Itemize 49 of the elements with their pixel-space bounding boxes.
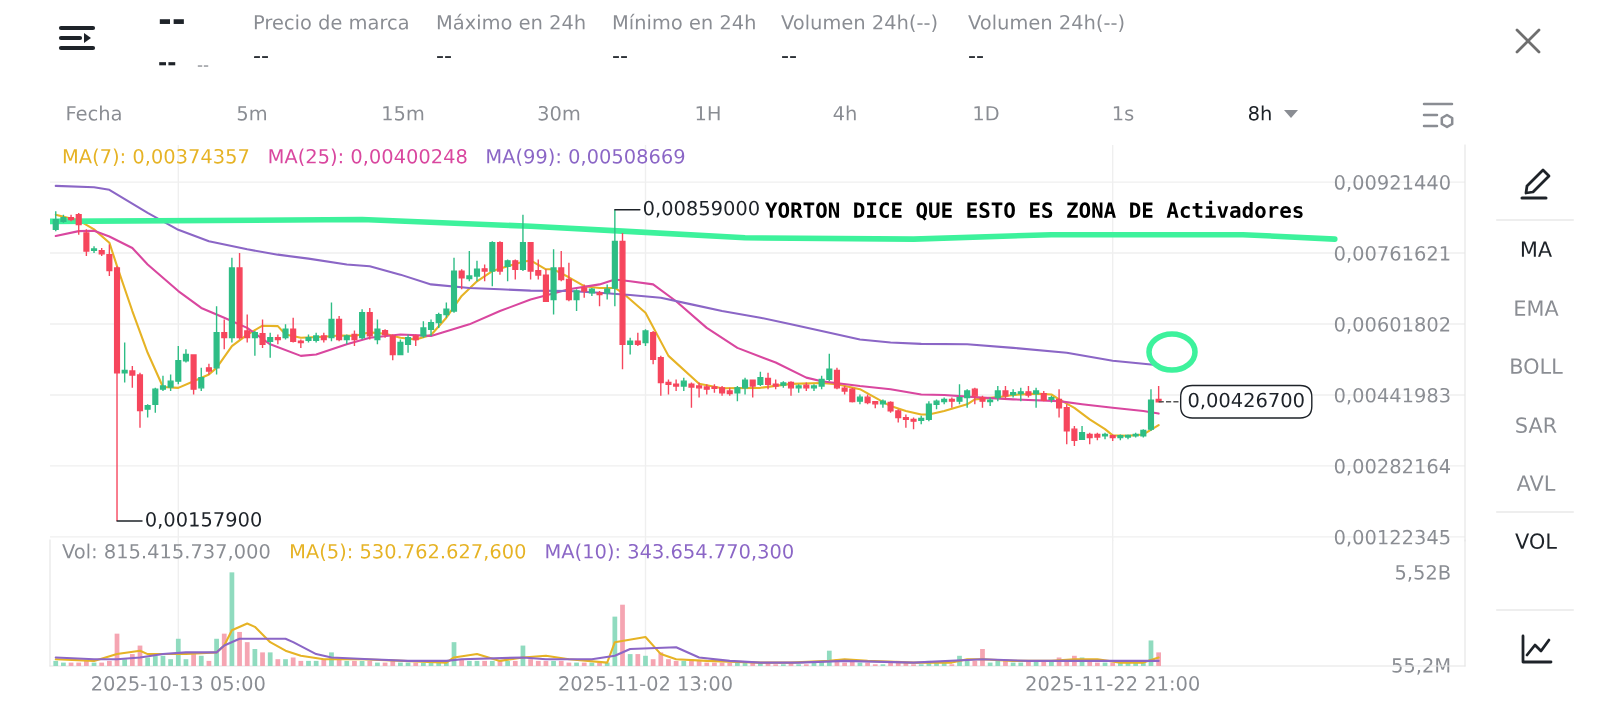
text: --	[197, 65, 209, 67]
text: Fecha	[67, 105, 121, 121]
text: 1H	[696, 106, 720, 121]
annotation: Vol: 815.415.737,000	[62, 543, 270, 561]
text: --	[159, 62, 176, 66]
text: MA(10): 343.654.770,300	[546, 543, 793, 561]
text: 4h	[833, 105, 856, 121]
text: --	[969, 56, 983, 58]
y-tick-label: 0,00122345	[1334, 529, 1450, 547]
text: --	[437, 56, 451, 58]
text: --	[782, 56, 796, 58]
text: Volumen 24h(--)	[968, 14, 1124, 32]
text: 30m	[538, 105, 580, 121]
text: Máximo en 24h	[437, 13, 585, 30]
text: MA	[1521, 241, 1552, 257]
annotation: 0,00157900	[146, 512, 262, 529]
annotation: 0,00859000	[643, 200, 759, 218]
x-tick-label: 2025-11-02 13:00	[559, 676, 732, 691]
text: Mínimo en 24h	[613, 13, 755, 30]
text: BOLL	[1511, 358, 1563, 375]
text: MA(99): 0,00508669	[487, 148, 685, 166]
text: --	[254, 56, 268, 58]
text: VOL	[1515, 533, 1557, 550]
text: MA(5): 530.762.627,600	[291, 543, 526, 561]
text: MA(7): 0,00374357	[63, 148, 249, 166]
text: EMA	[1515, 300, 1559, 316]
y-tick-label: 0,00761621	[1334, 246, 1450, 263]
text: 1D	[974, 106, 999, 121]
ref-line-label: 0,00426700	[1188, 392, 1304, 410]
text: Precio de marca	[254, 14, 408, 30]
text: --	[613, 56, 627, 58]
y-tick-label: 5,52B	[1395, 564, 1450, 582]
x-tick-label: 2025-10-13 05:00	[92, 676, 265, 691]
text: --	[159, 19, 184, 24]
y-tick-label: 0,00441983	[1334, 387, 1450, 405]
text: Volumen 24h(--)	[781, 14, 937, 32]
text: 15m	[383, 106, 424, 121]
text: 1s	[1113, 106, 1134, 121]
y-tick-label: 55,2M	[1392, 658, 1450, 675]
text: 5m	[237, 106, 267, 121]
annotation: YORTON DICE QUE ESTO ES ZONA DE Activadores	[765, 200, 1303, 221]
y-tick-label: 0,00921440	[1334, 175, 1450, 192]
x-tick-label: 2025-11-22 21:00	[1026, 676, 1199, 691]
text: 8h	[1248, 105, 1271, 121]
y-tick-label: 0,00282164	[1334, 458, 1451, 476]
text: SAR	[1516, 417, 1557, 434]
y-tick-label: 0,00601802	[1334, 316, 1450, 334]
text: MA(25): 0,00400248	[269, 148, 467, 166]
text: AVL	[1516, 475, 1556, 491]
